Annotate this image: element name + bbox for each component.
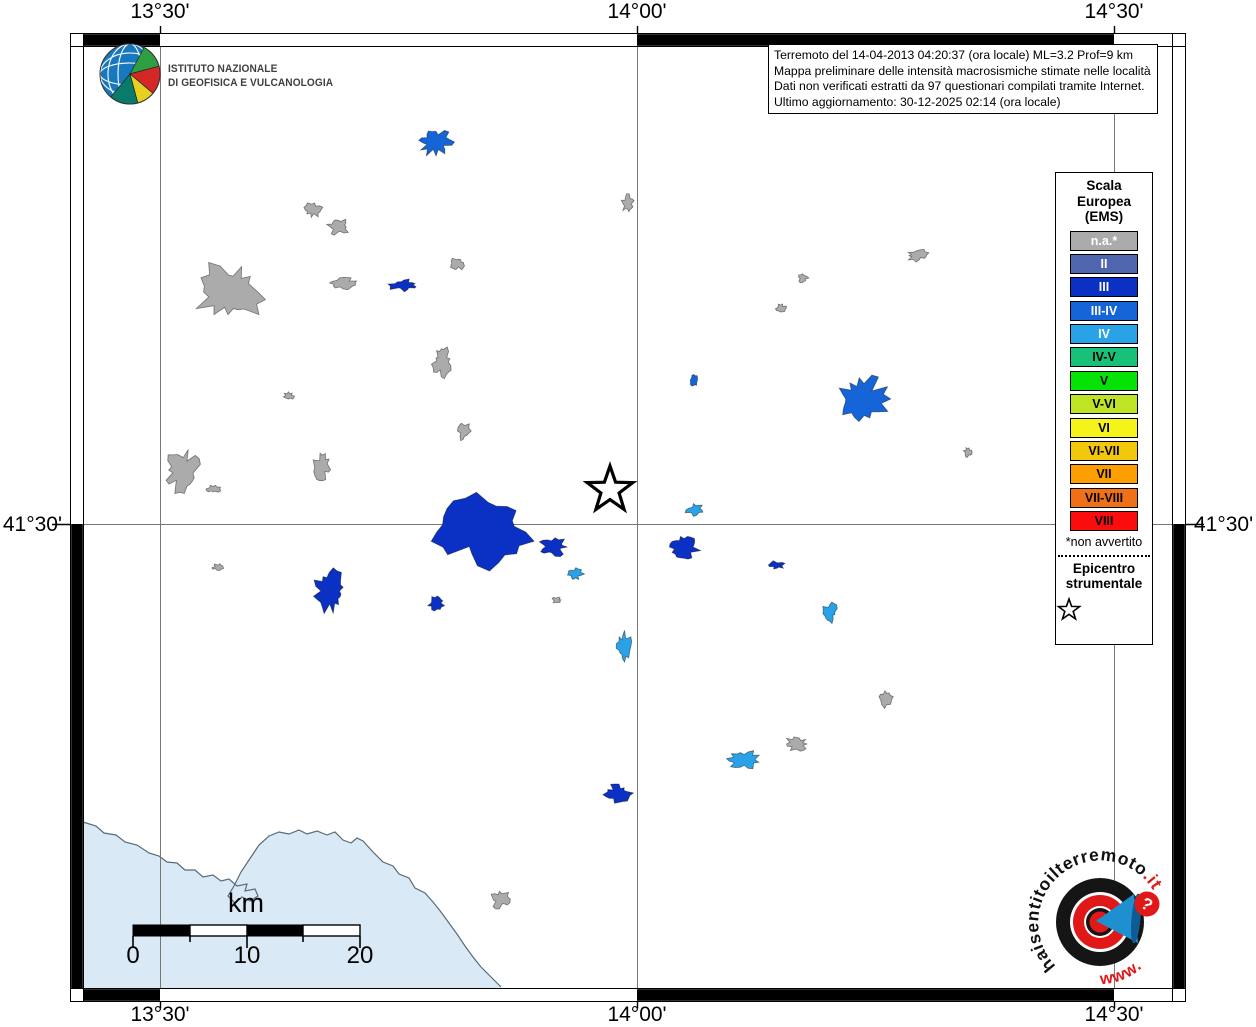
legend-chip-IV: IV: [1070, 324, 1138, 345]
ingv-name-line1: ISTITUTO NAZIONALE: [168, 63, 278, 75]
lon-label-top-1430: 14°30': [1084, 0, 1144, 23]
legend-chip-VII: VII: [1070, 464, 1138, 485]
event-info-line3: Dati non verificati estratti da 97 quest…: [774, 79, 1145, 94]
bullseye-icon: [1056, 878, 1144, 966]
scale-unit-label: km: [228, 888, 264, 918]
ingv-name-line2: DI GEOFISICA E VULCANOLOGIA: [168, 76, 334, 89]
locality-blob: [602, 783, 635, 804]
legend-epicenter-label: Epicentro strumentale: [1056, 561, 1152, 592]
legend-footnote: *non avvertito: [1065, 534, 1143, 549]
locality-blob: [282, 391, 295, 400]
locality-blob: [426, 595, 446, 612]
locality-blob: [325, 218, 350, 236]
locality-blob: [668, 535, 703, 560]
locality-blob: [538, 537, 568, 558]
locality-blob: [551, 596, 562, 604]
scale-bar: [132, 924, 361, 948]
locality-blob: [566, 567, 586, 581]
locality-blob: [962, 446, 973, 458]
legend-chip-n.a.*: n.a.*: [1070, 230, 1138, 251]
locality-blob: [418, 129, 456, 158]
locality-blob: [822, 601, 838, 625]
ingv-wordmark: ISTITUTO NAZIONALE DI GEOFISICA E VULCAN…: [168, 63, 333, 90]
locality-blob: [194, 261, 267, 316]
legend-chip-VIII: VIII: [1070, 511, 1138, 532]
locality-blob: [490, 890, 511, 910]
locality-blob: [430, 346, 452, 380]
locality-blobs: [165, 129, 973, 910]
locality-blob: [205, 484, 222, 493]
locality-blob: [328, 276, 358, 291]
locality-blob: [312, 567, 344, 615]
legend-chip-VI: VI: [1070, 417, 1138, 438]
locality-blob: [878, 690, 894, 710]
locality-blob: [450, 257, 465, 271]
locality-blob: [774, 303, 787, 313]
ingv-globe-logo: [99, 43, 161, 105]
locality-blob: [615, 630, 633, 664]
locality-blob: [767, 560, 786, 570]
legend-epicenter-line1: Epicentro: [1072, 560, 1136, 576]
locality-blob: [430, 491, 535, 572]
lon-label-bottom-1400: 14°00': [607, 1003, 667, 1026]
lon-label-top-1330: 13°30': [130, 0, 190, 23]
locality-blob: [165, 449, 201, 494]
event-info-line1: Terremoto del 14-04-2013 04:20:37 (ora l…: [774, 48, 1134, 62]
event-info-box: Terremoto del 14-04-2013 04:20:37 (ora l…: [768, 44, 1158, 115]
locality-blob: [838, 374, 892, 423]
locality-blob: [620, 193, 635, 213]
locality-blob: [689, 373, 699, 387]
locality-blob: [906, 248, 930, 263]
question-mark-icon: ?: [1134, 891, 1160, 917]
locality-blob: [684, 502, 704, 517]
lat-label-left: 41°30': [2, 513, 62, 536]
legend-divider: [1058, 554, 1150, 557]
locality-blob: [457, 422, 472, 442]
lon-label-bottom-1430: 14°30': [1084, 1003, 1144, 1026]
legend-epicenter-star-icon: [1056, 596, 1082, 621]
legend-chip-IV-V: IV-V: [1070, 347, 1138, 368]
legend-title-line1: Scala: [1086, 178, 1122, 193]
legend-chip-III: III: [1070, 277, 1138, 298]
locality-blob: [798, 273, 810, 284]
locality-blob: [211, 563, 225, 571]
locality-blob: [386, 278, 417, 293]
coastline: [82, 821, 502, 988]
legend-epicenter-line2: strumentale: [1065, 576, 1143, 592]
locality-blob: [725, 750, 761, 770]
lon-label-bottom-1330: 13°30': [130, 1003, 190, 1026]
legend-title-line3: (EMS): [1084, 209, 1124, 224]
legend-chip-III-IV: III-IV: [1070, 300, 1138, 321]
legend-items: n.a.* II III III-IV IV IV-V V V-VI VI VI-VII VII VI…: [1056, 230, 1152, 532]
scale-tick-0: 0: [126, 942, 140, 969]
grid-lines: [83, 46, 1172, 988]
lon-label-top-1400: 14°00': [607, 0, 667, 23]
epicenter-star: [582, 461, 638, 514]
scale-tick-20: 20: [346, 942, 374, 969]
sea: [82, 821, 502, 988]
legend-chip-VII-VIII: VII-VIII: [1070, 487, 1138, 508]
map-border: [52, 26, 1204, 1009]
event-info-line2: Mappa preliminare delle intensità macros…: [774, 63, 1151, 78]
haisentitoilterremoto-logo: ? haisentitoilterremoto.it www.: [1022, 844, 1166, 988]
scale-tick-10: 10: [233, 942, 261, 969]
lat-label-right: 41°30': [1194, 513, 1254, 536]
legend-chip-VI-VII: VI-VII: [1070, 441, 1138, 462]
locality-blob: [785, 736, 809, 752]
legend-title: Scala Europea (EMS): [1056, 178, 1152, 225]
legend-chip-V: V: [1070, 370, 1138, 391]
outer-ticks: [52, 26, 1204, 1009]
legend-chip-II: II: [1070, 253, 1138, 274]
legend-title-line2: Europea: [1076, 193, 1131, 209]
locality-blob: [312, 452, 332, 482]
intensity-legend: Scala Europea (EMS) n.a.* II III III-IV IV IV…: [1055, 172, 1153, 645]
legend-chip-V-VI: V-VI: [1070, 394, 1138, 415]
locality-blob: [303, 202, 324, 219]
event-info-line4: Ultimo aggiornamento: 30-12-2025 02:14 (…: [774, 94, 1061, 109]
